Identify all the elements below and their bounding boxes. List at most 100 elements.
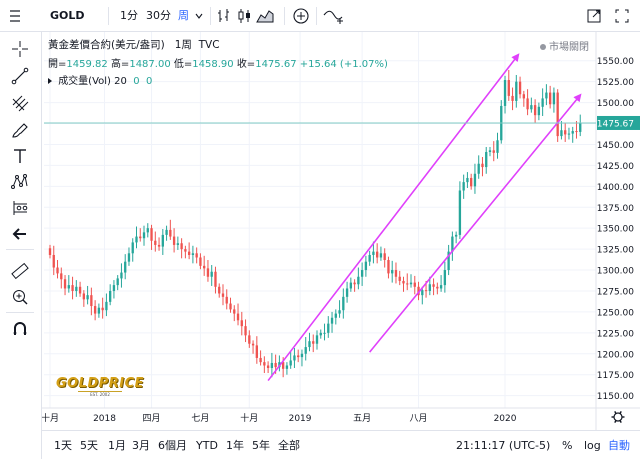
candle-body <box>229 303 232 310</box>
candle-body <box>206 268 210 277</box>
candle-body <box>477 163 480 174</box>
settings-gear-tooth <box>614 420 617 423</box>
range-3m[interactable]: 3月 <box>132 439 150 452</box>
text-tool-icon[interactable] <box>8 145 32 167</box>
candle-body <box>203 265 206 269</box>
candle-body <box>488 150 492 152</box>
candle-body <box>579 122 582 132</box>
auto-scale-toggle[interactable]: 自動 <box>608 439 630 452</box>
legend-interval: 1周 <box>174 39 192 51</box>
candle-body <box>135 236 138 243</box>
interval-30m[interactable]: 30分 <box>146 9 171 22</box>
time-tick-label: 七月 <box>191 413 209 424</box>
candle-body <box>248 335 251 344</box>
candle-body <box>515 81 518 101</box>
candle-body <box>180 243 183 250</box>
range-1m[interactable]: 1月 <box>108 439 126 452</box>
candles-style-icon[interactable] <box>236 0 252 32</box>
ohlc-close: 1475.67 <box>255 59 297 70</box>
candle-body <box>191 253 195 255</box>
ohlc-high-label: 高= <box>110 59 130 70</box>
menu-icon[interactable] <box>8 0 22 32</box>
symbol-search[interactable]: GOLD <box>50 9 85 22</box>
candle-body <box>428 284 431 291</box>
candle-body <box>342 296 345 311</box>
candle-body <box>379 253 383 258</box>
candle-body <box>259 357 262 363</box>
range-1d[interactable]: 1天 <box>54 439 72 452</box>
price-tick-label: 1550.00 <box>597 57 634 67</box>
price-tick-label: 1150.00 <box>597 392 634 402</box>
candle-body <box>172 236 176 245</box>
candle-body <box>304 347 307 354</box>
bars-style-icon[interactable] <box>216 0 232 32</box>
time-tick-label: 五月 <box>353 413 371 424</box>
back-arrow-icon[interactable] <box>8 223 32 245</box>
candle-body <box>507 80 510 96</box>
candle-body <box>383 253 386 260</box>
brush-icon[interactable] <box>8 119 32 141</box>
range-6m[interactable]: 6個月 <box>158 439 187 452</box>
zoom-in-icon[interactable] <box>8 286 32 308</box>
candle-body <box>556 92 559 137</box>
plus-circle-icon[interactable] <box>292 0 310 32</box>
interval-dropdown-icon[interactable] <box>194 0 204 32</box>
candle-body <box>218 286 221 294</box>
candle-body <box>56 267 59 274</box>
percent-scale-toggle[interactable]: % <box>562 439 573 452</box>
candle-body <box>421 290 424 296</box>
chart-pane[interactable]: 1150.00 1175.00 1200.00 1225.00 1250.00 1275.… <box>42 32 640 430</box>
candle-body <box>63 279 67 289</box>
candle-body <box>270 362 274 368</box>
top-toolbar: GOLD 1分 30分 周 <box>0 0 640 32</box>
range-all[interactable]: 全部 <box>278 439 300 452</box>
candle-body <box>124 261 127 273</box>
candle-body <box>391 270 394 274</box>
pattern-tool-icon[interactable] <box>8 171 32 193</box>
candle-body <box>466 177 469 183</box>
log-scale-toggle[interactable]: log <box>584 439 601 452</box>
candle-body <box>454 234 458 237</box>
candle-body <box>71 285 74 291</box>
interval-weekly[interactable]: 周 <box>178 9 189 22</box>
candle-body <box>169 229 172 237</box>
price-tick-label: 1500.00 <box>597 99 634 109</box>
candle-body <box>312 341 315 344</box>
prediction-tool-icon[interactable] <box>8 197 32 219</box>
candle-body <box>319 332 322 336</box>
ohlc-low: 1458.90 <box>192 59 234 70</box>
fullscreen-icon[interactable] <box>614 0 630 32</box>
indicator-icon[interactable] <box>322 0 344 32</box>
ohlc-change: +15.64 (+1.07%) <box>299 59 388 70</box>
candle-body <box>327 323 330 333</box>
candle-body <box>52 254 55 268</box>
range-1y[interactable]: 1年 <box>226 439 244 452</box>
range-5d[interactable]: 5天 <box>80 439 98 452</box>
volume-collapse-icon[interactable] <box>48 78 52 84</box>
clock-time[interactable]: 21:11:17 (UTC-5) <box>456 439 551 452</box>
candle-body <box>571 131 574 134</box>
range-ytd[interactable]: YTD <box>196 439 218 452</box>
interval-1m[interactable]: 1分 <box>120 9 138 22</box>
ruler-icon[interactable] <box>8 260 32 282</box>
candle-body <box>394 270 398 277</box>
snapshot-icon[interactable] <box>586 0 602 32</box>
candle-body <box>368 254 371 262</box>
range-5y[interactable]: 5年 <box>252 439 270 452</box>
crosshair-icon[interactable] <box>8 38 32 60</box>
candle-series <box>48 69 582 378</box>
candle-body <box>541 98 544 107</box>
trendline-icon[interactable] <box>8 65 32 87</box>
candle-body <box>387 260 390 274</box>
time-tick-label: 十月 <box>240 412 258 424</box>
candle-body <box>244 326 247 336</box>
ohlc-close-label: 收= <box>236 59 256 70</box>
magnet-icon[interactable] <box>8 318 32 340</box>
candle-body <box>436 286 439 289</box>
area-style-icon[interactable] <box>256 0 274 32</box>
candle-body <box>116 278 119 286</box>
candle-body <box>485 152 488 168</box>
legend-source: TVC <box>198 39 220 51</box>
market-status-dot <box>540 44 546 50</box>
fib-tool-icon[interactable] <box>8 92 32 114</box>
